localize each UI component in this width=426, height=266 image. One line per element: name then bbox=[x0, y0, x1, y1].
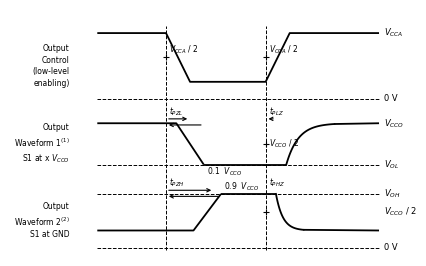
Text: 0.1  $V_{CCO}$: 0.1 $V_{CCO}$ bbox=[207, 166, 242, 178]
Text: $V_{OL}$: $V_{OL}$ bbox=[383, 159, 398, 171]
Text: $V_{CCA}$: $V_{CCA}$ bbox=[383, 27, 403, 39]
Text: 0 V: 0 V bbox=[383, 94, 397, 103]
Text: 0 V: 0 V bbox=[383, 243, 397, 252]
Text: $V_{OH}$: $V_{OH}$ bbox=[383, 188, 400, 200]
Text: $t_{PZL}$: $t_{PZL}$ bbox=[169, 105, 184, 118]
Text: $V_{CCO}$ / 2: $V_{CCO}$ / 2 bbox=[268, 138, 299, 150]
Text: $t_{PZH}$: $t_{PZH}$ bbox=[169, 177, 185, 189]
Text: $t_{PLZ}$: $t_{PLZ}$ bbox=[268, 105, 283, 118]
Text: $V_{CCA}$ / 2: $V_{CCA}$ / 2 bbox=[268, 44, 298, 56]
Text: $V_{CCA}$ / 2: $V_{CCA}$ / 2 bbox=[169, 44, 199, 56]
Text: Output
Waveform 2$^{(2)}$
S1 at GND: Output Waveform 2$^{(2)}$ S1 at GND bbox=[14, 202, 69, 239]
Text: Output
Waveform 1$^{(1)}$
S1 at x $V_{CCO}$: Output Waveform 1$^{(1)}$ S1 at x $V_{CC… bbox=[14, 123, 69, 165]
Text: $t_{PHZ}$: $t_{PHZ}$ bbox=[268, 177, 285, 189]
Text: $V_{CCO}$ / 2: $V_{CCO}$ / 2 bbox=[383, 206, 417, 218]
Text: 0.9  $V_{CCO}$: 0.9 $V_{CCO}$ bbox=[224, 180, 259, 193]
Text: $V_{CCO}$: $V_{CCO}$ bbox=[383, 117, 403, 130]
Text: Output
Control
(low-level
enabling): Output Control (low-level enabling) bbox=[33, 44, 69, 88]
